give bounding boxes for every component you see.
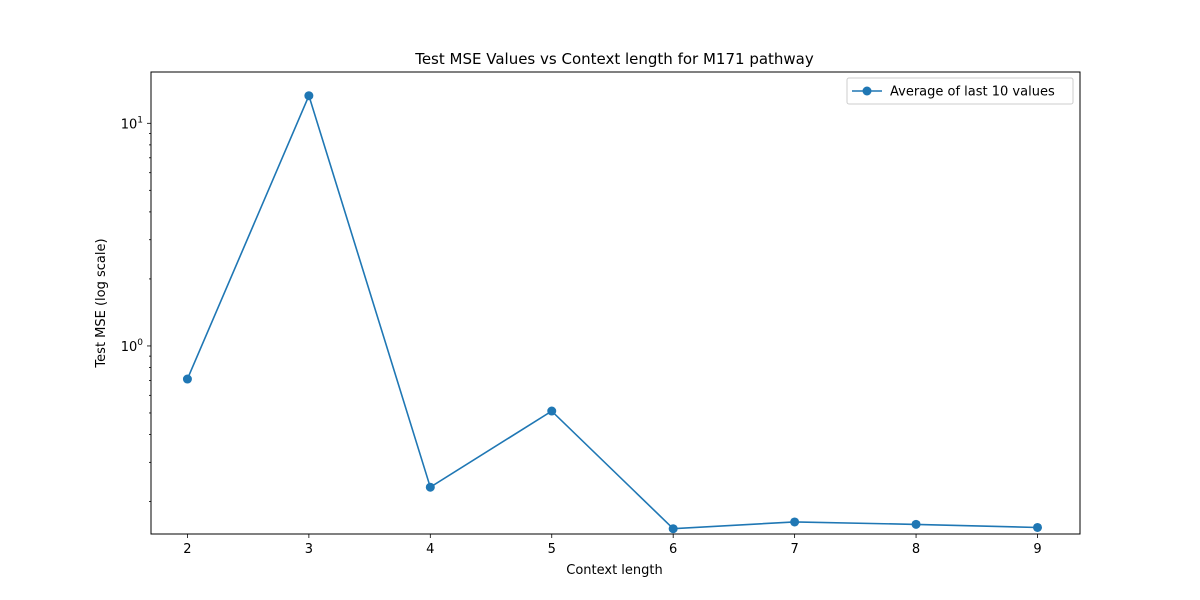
y-axis-label: Test MSE (log scale)	[94, 238, 109, 368]
y-minor-ticks	[149, 133, 151, 502]
y-tick-label: 101	[121, 115, 143, 132]
data-point	[182, 374, 192, 384]
legend-box	[846, 77, 1074, 105]
y-tick-label: 100	[121, 338, 144, 355]
data-point	[425, 482, 435, 492]
legend-marker	[862, 86, 872, 96]
x-axis-ticks: 2 3 4 5 6 7 8 9	[183, 534, 1042, 557]
data-point	[668, 524, 678, 534]
legend-label: Average of last 10 values	[890, 85, 1055, 100]
data-point	[304, 91, 314, 101]
chart-title: Test MSE Values vs Context length for M1…	[414, 50, 814, 68]
x-tick-label: 4	[426, 542, 434, 557]
plot-area	[150, 71, 1081, 535]
x-axis-label: Context length	[566, 563, 663, 578]
data-point	[911, 519, 921, 529]
legend[interactable]: Average of last 10 values	[846, 77, 1074, 105]
x-tick-label: 8	[912, 542, 920, 557]
x-tick-label: 7	[790, 542, 798, 557]
x-tick-label: 6	[669, 542, 677, 557]
y-axis-ticks: 100 101	[121, 115, 151, 355]
x-tick-label: 2	[183, 542, 191, 557]
x-tick-label: 9	[1033, 542, 1041, 557]
x-tick-label: 3	[305, 542, 313, 557]
data-point	[547, 406, 557, 416]
series-line	[186, 93, 1038, 530]
x-tick-label: 5	[548, 542, 556, 557]
series-points	[182, 91, 1042, 534]
data-point	[790, 517, 800, 527]
data-point	[1032, 522, 1042, 532]
